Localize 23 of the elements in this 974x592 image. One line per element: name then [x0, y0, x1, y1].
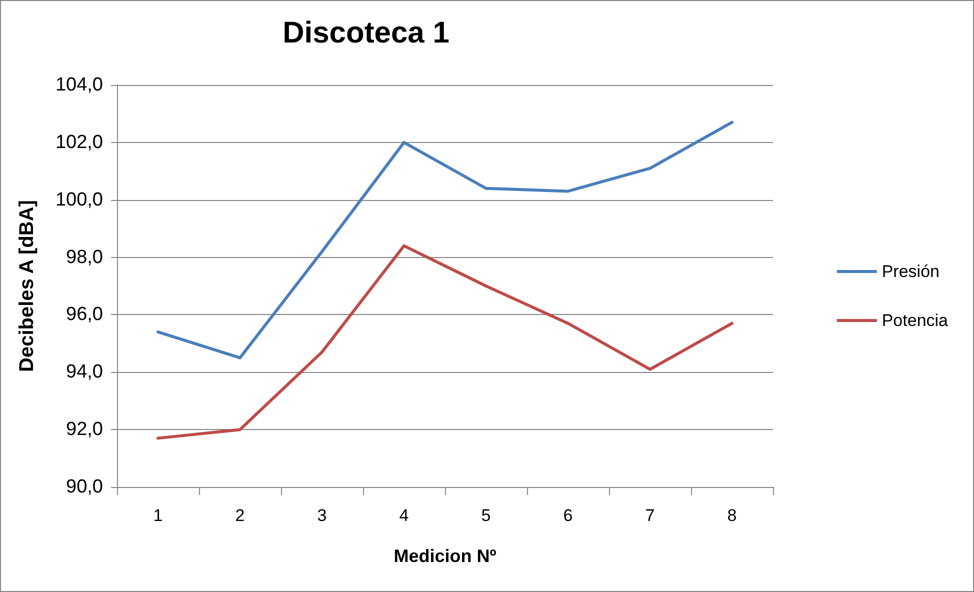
x-tick-label: 4 [399, 506, 409, 525]
y-tick-label: 102,0 [55, 132, 103, 153]
x-tick-label: 7 [645, 506, 655, 525]
x-tick-label: 6 [563, 506, 573, 525]
x-tick-label: 8 [727, 506, 737, 525]
chart-title: Discoteca 1 [282, 16, 450, 50]
y-tick-label: 104,0 [55, 74, 103, 96]
x-tick-label: 2 [235, 506, 245, 525]
y-axis-title: Decibeles A [dBA] [16, 200, 38, 372]
x-tick-label: 1 [153, 506, 163, 525]
y-tick-label: 96,0 [66, 304, 103, 326]
y-tick-label: 100,0 [55, 189, 103, 210]
y-tick-label: 90,0 [66, 476, 103, 498]
y-tick-label: 92,0 [66, 419, 103, 440]
x-tick-label: 3 [317, 506, 327, 525]
y-tick-label: 98,0 [66, 246, 103, 268]
x-tick-label: 5 [481, 506, 491, 525]
line-series [156, 244, 734, 440]
x-axis-title: Medicion Nº [394, 546, 497, 566]
legend-label: Potencia [882, 311, 949, 330]
line-series [156, 120, 734, 360]
legend-label: Presión [882, 262, 940, 281]
y-tick-label: 94,0 [66, 362, 103, 383]
